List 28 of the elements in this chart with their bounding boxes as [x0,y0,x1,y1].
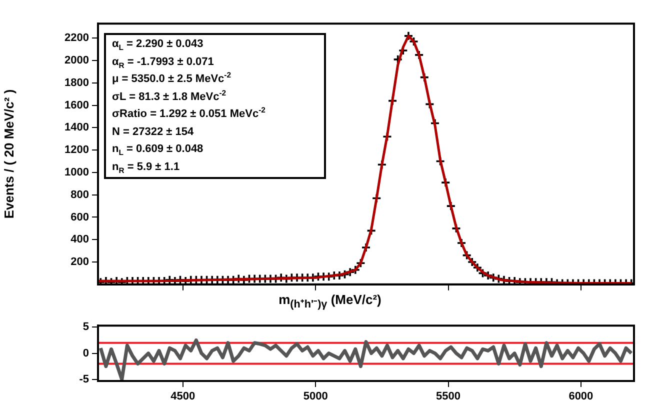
y-tick-label: 1000 [64,166,89,178]
y-axis-title: Events / ( 20 MeV/c² ) [1,89,16,219]
annotation: n$_{R}$ = 5.9 ± 1.1 [112,160,181,176]
x-tick-label: 5000 [303,390,328,401]
annotation: n$_{L}$ = 0.609 ± 0.048 [112,142,204,158]
y-tick-label: 400 [70,234,89,246]
annotation: α$_{L}$ = 2.290 ± 0.043 [112,37,204,54]
x-tick-label: 5500 [436,390,460,401]
y-tick-label: -5 [79,373,89,386]
y-tick-label: 1200 [64,144,89,156]
annotation: σRatio = 1.292 ± 0.051 MeVc$^{-2}$ [112,105,266,122]
x-tick-label: 4500 [170,390,196,401]
y-tick-label: 800 [70,188,89,201]
y-tick-label: 0 [82,347,89,360]
annotation: μ = 5350.0 ± 2.5 MeVc$^{-2}$ [112,70,232,87]
y-tick-label: 1600 [64,99,89,112]
y-tick-label: 1400 [64,122,89,134]
annotation: σL = 81.3 ± 1.8 MeVc$^{-2}$ [112,88,228,104]
x-tick-label: 6000 [568,390,594,401]
y-tick-label: 2200 [64,32,89,44]
y-tick-label: 2000 [64,54,89,67]
y-tick-label: 200 [70,256,89,268]
y-tick-label: 5 [82,321,89,334]
y-tick-label: 600 [70,211,89,224]
x-axis-title: m$_{(h⁺h'⁻)γ}$ (MeV/c²) [278,292,382,311]
annotation: α$_{R}$ = -1.7993 ± 0.071 [112,54,215,71]
y-tick-label: 1800 [64,76,89,89]
annotation: N = 27322 ± 154 [112,124,195,140]
